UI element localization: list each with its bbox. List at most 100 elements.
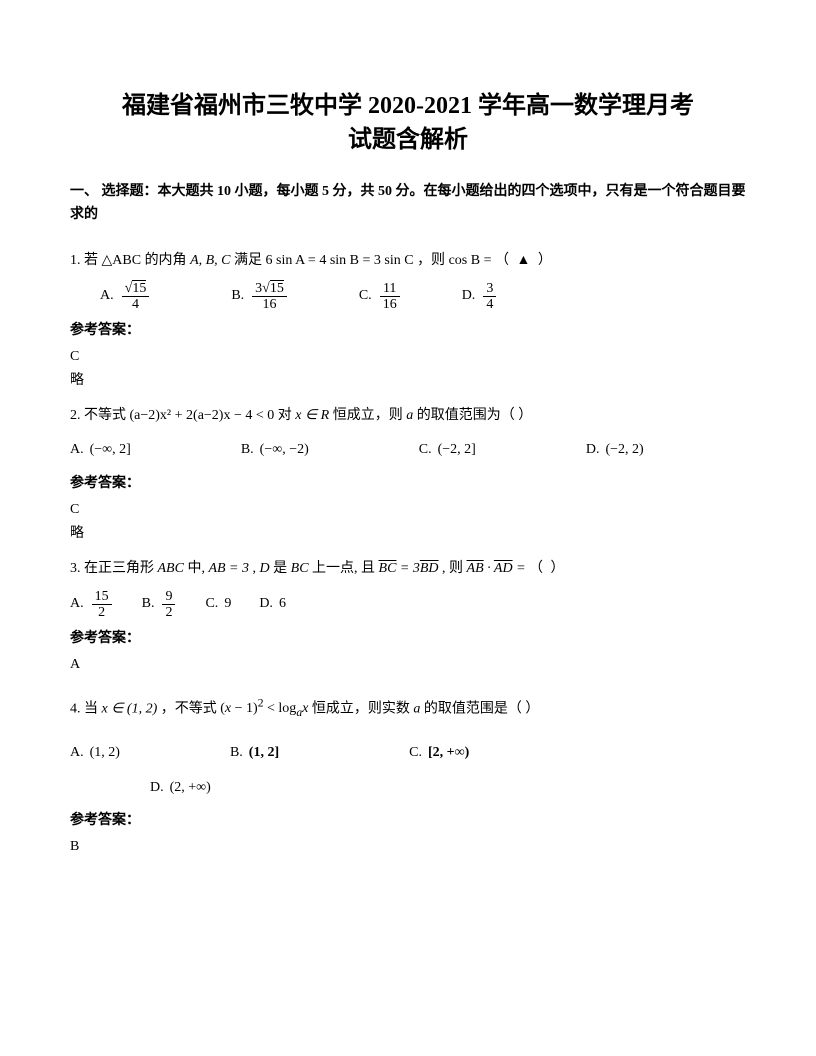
q3-prefix: 3. 在正三角形 <box>70 561 154 576</box>
title-line-1: 福建省福州市三牧中学 2020-2021 学年高一数学理月考 <box>70 90 746 124</box>
q1-note: 略 <box>70 369 746 389</box>
q1-label-b: B. <box>231 281 244 312</box>
question-4: 4. 当 x ∈ (1, 2) ，不等式 (x − 1)2 < logax 恒成… <box>70 691 746 726</box>
q4-option-b: B. (1, 2] <box>230 738 279 769</box>
q3-label-c: C. <box>205 589 218 620</box>
q3-label-a: A. <box>70 589 84 620</box>
q3-mid2: , <box>253 561 257 576</box>
q3-abad: AB · AD = <box>467 561 526 576</box>
q3-frac-b: 9 2 <box>162 589 175 621</box>
q3-frac-a: 15 2 <box>92 589 112 621</box>
section-header: 一、 选择题：本大题共 10 小题，每小题 5 分，共 50 分。在每小题给出的… <box>70 181 746 226</box>
q3-label-d: D. <box>259 589 273 620</box>
q4-options-row1: A. (1, 2) B. (1, 2] C. [2, +∞) <box>70 738 746 769</box>
q2-a: a <box>406 408 413 423</box>
q2-prefix: 2. 不等式 <box>70 408 126 423</box>
q1-options: A. √15 4 B. 3√15 16 C. 11 16 D. 3 4 <box>70 281 746 313</box>
q4-answer-label: 参考答案： <box>70 809 746 829</box>
q2-label-a: A. <box>70 435 84 466</box>
q1-frac-b: 3√15 16 <box>252 281 287 313</box>
q4-option-d: D. (2, +∞) <box>150 773 211 804</box>
q1-eq: 6 sin A = 4 sin B = 3 sin C <box>266 253 414 268</box>
q1-abc: A, B, C <box>190 253 230 268</box>
q2-opt-d: (−2, 2) <box>605 435 643 466</box>
q1-option-c: C. 11 16 <box>359 281 402 313</box>
q2-answer: C <box>70 502 746 518</box>
q4-label-b: B. <box>230 738 243 769</box>
question-1: 1. 若 △ABC 的内角 A, B, C 满足 6 sin A = 4 sin… <box>70 246 746 277</box>
q4-options-row2: D. (2, +∞) <box>70 773 746 804</box>
q4-opt-c: [2, +∞) <box>428 738 469 769</box>
q1-answer: C <box>70 349 746 365</box>
q3-d: D <box>260 561 270 576</box>
q3-option-c: C. 9 <box>205 589 231 620</box>
q3-answer: A <box>70 657 746 673</box>
q4-a: a <box>413 701 420 716</box>
q4-label-d: D. <box>150 773 164 804</box>
q3-label-b: B. <box>142 589 155 620</box>
q1-label-a: A. <box>100 281 114 312</box>
q1-triangle: △ABC <box>102 253 142 268</box>
q3-mid4: 上一点, 且 <box>312 561 375 576</box>
q1-prefix: 1. 若 <box>70 253 98 268</box>
q3-bc3bd: BC = 3BD <box>379 561 439 576</box>
q2-opt-c: (−2, 2] <box>438 435 476 466</box>
question-2: 2. 不等式 (a−2)x² + 2(a−2)x − 4 < 0 对 x ∈ R… <box>70 401 746 432</box>
q2-label-d: D. <box>586 435 600 466</box>
page-title: 福建省福州市三牧中学 2020-2021 学年高一数学理月考 试题含解析 <box>70 90 746 157</box>
q2-xr: x ∈ R <box>295 408 329 423</box>
q3-mid3: 是 <box>273 561 287 576</box>
q4-opt-a: (1, 2) <box>90 738 120 769</box>
q2-label-b: B. <box>241 435 254 466</box>
q2-options: A. (−∞, 2] B. (−∞, −2) C. (−2, 2] D. (−2… <box>70 435 746 466</box>
q2-option-b: B. (−∞, −2) <box>241 435 309 466</box>
q3-abc: ABC <box>158 561 184 576</box>
title-line-2: 试题含解析 <box>70 124 746 158</box>
q2-opt-a: (−∞, 2] <box>90 435 131 466</box>
q2-answer-label: 参考答案： <box>70 472 746 492</box>
q1-paren: （ ▲ ） <box>495 253 554 268</box>
q3-mid1: 中, <box>187 561 205 576</box>
q1-label-c: C. <box>359 281 372 312</box>
q1-mid2: 满足 <box>234 253 262 268</box>
q4-prefix: 4. 当 <box>70 701 98 716</box>
q2-mid3: 的取值范围为（ ） <box>417 408 533 423</box>
q4-opt-b: (1, 2] <box>249 738 279 769</box>
q2-option-a: A. (−∞, 2] <box>70 435 131 466</box>
q1-label-d: D. <box>462 281 476 312</box>
q3-ab3: AB = 3 <box>208 561 249 576</box>
q3-option-a: A. 15 2 <box>70 589 114 621</box>
q2-mid1: 对 <box>278 408 292 423</box>
q4-opt-d: (2, +∞) <box>170 773 211 804</box>
q1-frac-a: √15 4 <box>122 281 150 313</box>
q3-options: A. 15 2 B. 9 2 C. 9 D. 6 <box>70 589 746 621</box>
q4-ineq: (x − 1)2 < logax <box>220 701 308 716</box>
q1-option-b: B. 3√15 16 <box>231 281 289 313</box>
q4-mid3: 的取值范围是（ ） <box>424 701 540 716</box>
q4-label-c: C. <box>409 738 422 769</box>
q2-option-d: D. (−2, 2) <box>586 435 644 466</box>
q2-label-c: C. <box>419 435 432 466</box>
q1-frac-d: 3 4 <box>483 281 496 313</box>
q3-mid5: , 则 <box>442 561 463 576</box>
q1-option-d: D. 3 4 <box>462 281 499 313</box>
q3-bc: BC <box>291 561 309 576</box>
q4-label-a: A. <box>70 738 84 769</box>
q4-answer: B <box>70 839 746 855</box>
q3-paren: （ ） <box>529 561 567 576</box>
q2-opt-b: (−∞, −2) <box>260 435 309 466</box>
q3-opt-d: 6 <box>279 589 286 620</box>
q3-option-d: D. 6 <box>259 589 286 620</box>
q2-note: 略 <box>70 522 746 542</box>
q2-ineq: (a−2)x² + 2(a−2)x − 4 < 0 <box>130 408 275 423</box>
q1-cosb: cos B = <box>449 253 492 268</box>
q1-mid1: 的内角 <box>145 253 187 268</box>
q2-mid2: 恒成立，则 <box>333 408 403 423</box>
q4-mid2: 恒成立，则实数 <box>312 701 410 716</box>
q4-option-c: C. [2, +∞) <box>409 738 469 769</box>
q2-option-c: C. (−2, 2] <box>419 435 476 466</box>
q3-answer-label: 参考答案： <box>70 627 746 647</box>
q4-option-a: A. (1, 2) <box>70 738 120 769</box>
question-3: 3. 在正三角形 ABC 中, AB = 3 , D 是 BC 上一点, 且 B… <box>70 554 746 585</box>
q4-mid1: ，不等式 <box>161 701 217 716</box>
